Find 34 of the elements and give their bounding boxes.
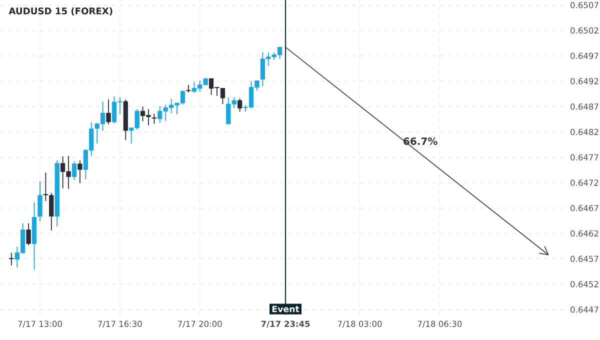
candlestick bbox=[186, 84, 191, 93]
candlestick bbox=[152, 113, 157, 124]
y-tick-label: 0.6497 bbox=[570, 52, 598, 59]
y-tick-label: 0.6457 bbox=[570, 256, 598, 262]
y-tick-label: 0.6502 bbox=[570, 27, 598, 34]
x-tick-label: 7/18 06:30 bbox=[418, 320, 462, 328]
x-tick-label: 7/17 16:30 bbox=[98, 320, 142, 328]
text: AUDUSD 15 (FOREX) bbox=[8, 7, 112, 16]
candlestick bbox=[78, 160, 82, 184]
candlestick bbox=[49, 192, 54, 231]
y-tick-label: 0.6452 bbox=[570, 281, 598, 288]
candlestick bbox=[26, 222, 31, 246]
y-tick-label: 0.6477 bbox=[570, 154, 598, 160]
y-tick-label: 0.6507 bbox=[570, 2, 598, 8]
candlestick bbox=[43, 172, 48, 202]
candlestick bbox=[220, 88, 226, 105]
y-tick-label: 0.6492 bbox=[570, 78, 598, 84]
annotation: 66.7% bbox=[404, 137, 438, 146]
y-tick-label: 0.6462 bbox=[570, 230, 598, 237]
y-tick-label: 0.6447 bbox=[570, 306, 598, 313]
x-tick-label: 7/17 23:45 bbox=[261, 320, 310, 328]
y-tick-label: 0.6472 bbox=[570, 180, 598, 186]
x-tick-label: 7/17 20:00 bbox=[178, 320, 222, 328]
x-tick-label: 7/18 03:00 bbox=[338, 320, 382, 328]
candlestick bbox=[106, 99, 111, 125]
candlestick bbox=[38, 180, 42, 222]
ref-line-label: Event bbox=[272, 306, 300, 312]
y-tick-label: 0.6487 bbox=[570, 103, 598, 110]
x-tick-label: 7/17 13:00 bbox=[18, 320, 62, 328]
y-tick-label: 0.6467 bbox=[570, 204, 598, 212]
y-tick-label: 0.6482 bbox=[570, 128, 598, 136]
candlestick bbox=[238, 98, 242, 112]
candlestick bbox=[72, 160, 77, 181]
candlestick bbox=[9, 252, 14, 266]
